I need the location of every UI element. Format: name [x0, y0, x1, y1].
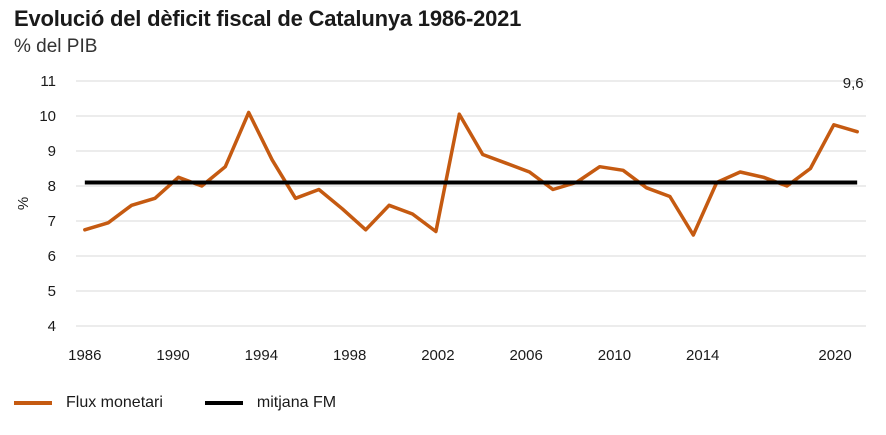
series-line-flux-monetari [83, 110, 859, 237]
last-value-label: 9,6 [843, 75, 864, 92]
line-chart: 4 5 6 7 8 9 10 11 1986 1990 1994 1998 2002 2006 2010 2… [15, 73, 866, 364]
y-tick-label: 9 [48, 143, 56, 160]
x-tick-label: 1990 [156, 347, 189, 364]
y-tick-label: 6 [48, 248, 56, 265]
y-tick-label: 5 [48, 283, 56, 300]
x-tick-label: 1998 [333, 347, 366, 364]
legend: Flux monetari mitjana FM [14, 394, 378, 412]
legend-item-mitjana: mitjana FM [204, 394, 337, 412]
chart-title: Evolució del dèficit fiscal de Catalunya… [14, 6, 522, 31]
y-tick-label: 8 [48, 178, 56, 195]
y-tick-label: 4 [48, 318, 56, 335]
legend-item-flux: Flux monetari [14, 394, 163, 412]
legend-swatch-mitjana [204, 401, 243, 405]
gridlines [76, 80, 866, 327]
series-lines [83, 110, 859, 237]
x-tick-label: 2010 [598, 347, 631, 364]
x-tick-label: 2006 [509, 347, 542, 364]
y-tick-label: 7 [48, 213, 56, 230]
y-axis-label: % [15, 197, 32, 210]
chart-subtitle: % del PIB [14, 36, 98, 57]
x-tick-label: 2002 [421, 347, 454, 364]
x-tick-label: 1994 [245, 347, 278, 364]
y-tick-label: 10 [39, 108, 56, 125]
legend-swatch-flux [14, 401, 52, 405]
x-tick-label: 2014 [686, 347, 719, 364]
y-tick-label: 11 [40, 73, 56, 90]
y-axis-ticks: 4 5 6 7 8 9 10 11 [39, 73, 56, 335]
x-axis-ticks: 1986 1990 1994 1998 2002 2006 2010 2014 2020 [68, 347, 852, 364]
x-tick-label: 1986 [68, 347, 101, 364]
legend-label-mitjana: mitjana FM [256, 394, 337, 411]
legend-label-flux: Flux monetari [66, 394, 163, 411]
x-tick-label: 2020 [818, 347, 851, 364]
